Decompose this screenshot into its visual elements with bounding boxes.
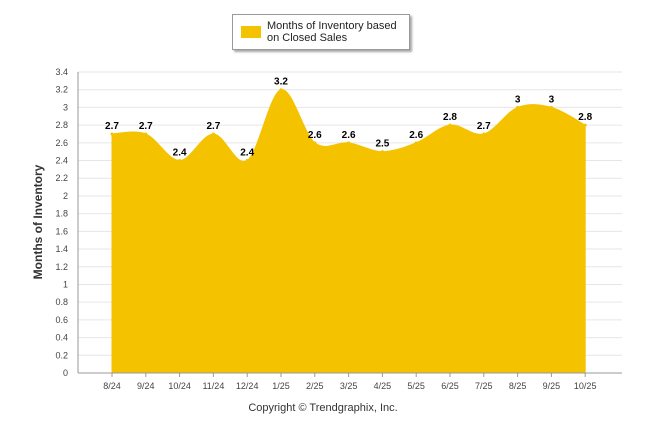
y-tick-label: 0.2: [55, 350, 68, 360]
y-tick-label: 1.4: [55, 244, 68, 254]
data-point: [380, 150, 384, 154]
y-tick-label: 1: [63, 279, 68, 289]
data-point: [414, 141, 418, 145]
x-tick-label: 5/25: [407, 381, 425, 391]
data-point: [178, 159, 182, 163]
legend-swatch: [241, 26, 261, 38]
data-point: [347, 141, 351, 145]
data-point: [549, 105, 553, 109]
y-tick-label: 3.4: [55, 67, 68, 77]
data-label: 3: [515, 94, 521, 105]
x-tick-label: 10/24: [168, 381, 191, 391]
y-tick-label: 2.6: [55, 138, 68, 148]
y-tick-label: 0.6: [55, 315, 68, 325]
data-label: 2.8: [578, 112, 592, 123]
x-tick-label: 10/25: [574, 381, 597, 391]
y-tick-label: 2.8: [55, 120, 68, 130]
y-tick-label: 3: [63, 102, 68, 112]
data-label: 3: [549, 94, 555, 105]
data-label: 2.4: [173, 148, 187, 159]
y-tick-label: 0.4: [55, 333, 68, 343]
x-tick-label: 9/25: [543, 381, 561, 391]
y-tick-label: 1.6: [55, 226, 68, 236]
data-label: 2.6: [409, 130, 423, 141]
data-label: 2.7: [139, 121, 153, 132]
x-tick-label: 4/25: [374, 381, 392, 391]
data-label: 2.6: [342, 130, 356, 141]
x-tick-label: 7/25: [475, 381, 493, 391]
y-tick-label: 1.2: [55, 262, 68, 272]
data-label: 2.8: [443, 112, 457, 123]
data-point: [583, 123, 587, 127]
data-label: 2.5: [375, 139, 389, 150]
data-point: [110, 132, 114, 136]
copyright-text: Copyright © Trendgraphix, Inc.: [248, 402, 398, 414]
x-tick-label: 9/24: [137, 381, 155, 391]
data-point: [448, 123, 452, 127]
area-layer: [110, 88, 587, 374]
x-tick-label: 8/24: [103, 381, 121, 391]
data-label: 2.6: [308, 130, 322, 141]
data-point: [245, 159, 249, 163]
label-layer: 2.7 2.7 2.4 2.7 2.4 3.2 2.6 2.6 2.5 2.6 2.8 2.7 3 3 2.…: [105, 77, 593, 159]
y-tick-label: 1.8: [55, 209, 68, 219]
y-tick-label: 0: [63, 368, 68, 378]
y-tick-label: 2.2: [55, 173, 68, 183]
y-tick-label: 2.4: [55, 156, 68, 166]
data-label: 3.2: [274, 77, 288, 88]
data-point: [279, 88, 283, 92]
x-tick-label: 12/24: [236, 381, 259, 391]
y-axis-title: Months of Inventory: [31, 164, 45, 279]
data-point: [482, 132, 486, 136]
legend[interactable]: Months of Inventory based on Closed Sale…: [232, 14, 410, 50]
y-tick-label: 0.8: [55, 297, 68, 307]
data-label: 2.7: [105, 121, 119, 132]
data-point: [144, 132, 148, 136]
x-tick-label: 8/25: [509, 381, 527, 391]
x-tick-label: 11/24: [202, 381, 224, 391]
data-label: 2.4: [240, 148, 254, 159]
data-point: [313, 141, 317, 145]
axis-layer: 0 0.2 0.4 0.6 0.8 1 1.2 1.4 1.6 1.8 2 2.2 2.4 2.6 2.8 3…: [55, 67, 622, 391]
x-tick-label: 2/25: [306, 381, 324, 391]
x-tick-label: 3/25: [340, 381, 358, 391]
y-tick-label: 3.2: [55, 85, 68, 95]
data-label: 2.7: [206, 121, 220, 132]
data-point: [516, 105, 520, 109]
legend-label: Months of Inventory based on Closed Sale…: [267, 20, 397, 44]
x-tick-label: 1/25: [272, 381, 290, 391]
x-tick-label: 6/25: [441, 381, 459, 391]
data-label: 2.7: [477, 121, 491, 132]
data-point: [211, 132, 215, 136]
y-tick-label: 2: [63, 191, 68, 201]
